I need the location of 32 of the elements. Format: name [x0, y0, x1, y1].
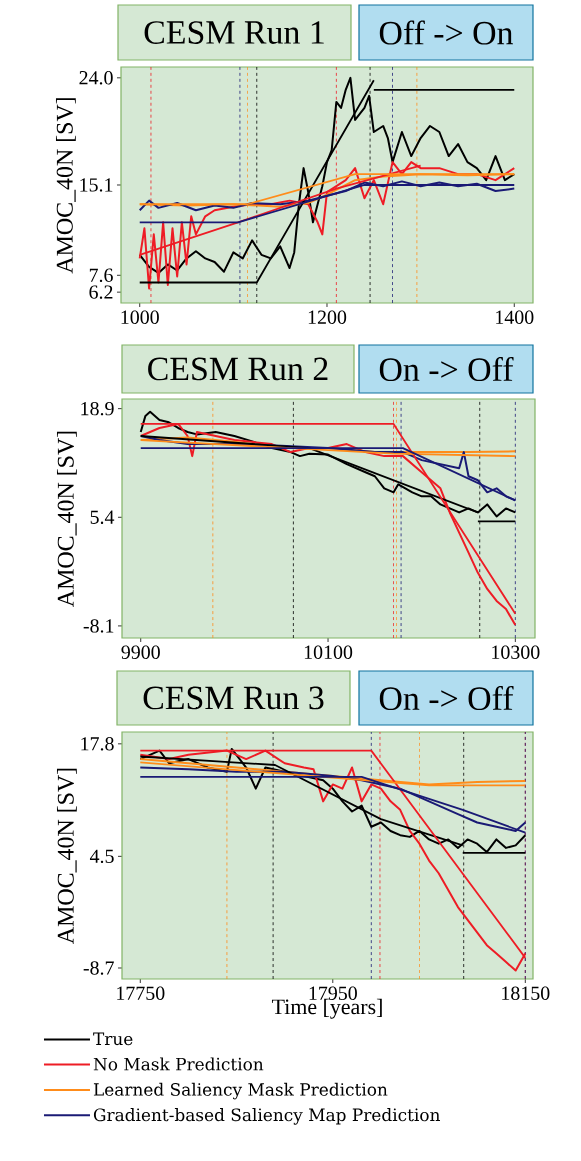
- chart-subtitle: On -> Off: [379, 685, 514, 711]
- chart-title: CESM Run 3: [143, 686, 324, 710]
- y-tick-label: 18.9: [81, 401, 114, 416]
- x-tick-label: 10300: [492, 645, 540, 659]
- y-tick-label: 24.0: [79, 71, 113, 85]
- chart-title: CESM Run 1: [144, 21, 324, 44]
- y-tick-label: -8.7: [83, 961, 114, 975]
- y-axis-title: AMOC_40N [SV]: [56, 431, 77, 607]
- x-tick-label: 9900: [121, 645, 160, 659]
- legend-label: True: [93, 1032, 133, 1046]
- y-tick-label: 7.6: [89, 268, 113, 283]
- x-tick-label: 1200: [308, 310, 347, 324]
- y-tick-label: -8.1: [83, 619, 114, 633]
- x-tick-label: 10100: [304, 645, 353, 659]
- x-tick-label: 1400: [496, 310, 534, 324]
- y-axis-title: AMOC_40N [SV]: [55, 98, 76, 274]
- x-tick-label: 17750: [117, 986, 165, 1000]
- y-tick-label: 6.2: [89, 285, 113, 299]
- x-tick-label: 1000: [121, 310, 159, 324]
- y-axis-title: AMOC_40N [SV]: [56, 768, 77, 944]
- legend-label: No Mask Prediction: [93, 1057, 264, 1071]
- y-tick-label: 5.4: [90, 510, 115, 524]
- y-tick-label: 17.8: [81, 737, 114, 751]
- chart-title: CESM Run 2: [148, 357, 328, 381]
- y-tick-label: 15.1: [80, 178, 113, 192]
- y-tick-label: 4.5: [89, 849, 114, 864]
- x-tick-label: 17950: [309, 986, 357, 1000]
- legend-label: Gradient-based Saliency Map Prediction: [93, 1108, 440, 1125]
- x-tick-label: 18150: [502, 986, 550, 1000]
- chart-subtitle: Off -> On: [379, 20, 513, 45]
- legend-label: Learned Saliency Mask Prediction: [93, 1082, 388, 1100]
- chart-subtitle: On -> Off: [379, 356, 514, 382]
